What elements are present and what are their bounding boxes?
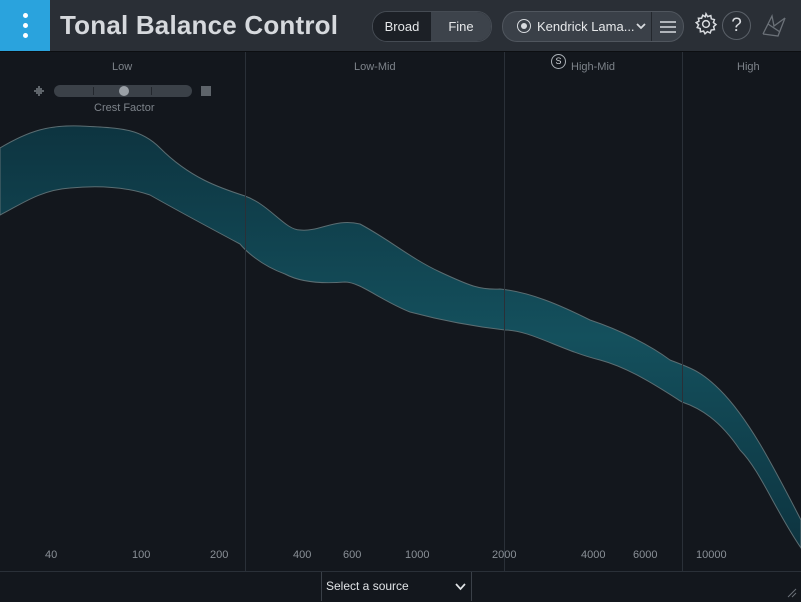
app-title: Tonal Balance Control (60, 10, 339, 40)
preset-name: Kendrick Lama... (537, 19, 635, 34)
view-mode-toggle[interactable]: Broad Fine (372, 11, 492, 42)
source-select-label: Select a source (326, 579, 409, 593)
target-icon (517, 19, 531, 33)
band-divider-lowmid-highmid[interactable] (504, 52, 505, 571)
band-label-high: High (737, 61, 760, 73)
source-select[interactable]: Select a source (321, 572, 472, 601)
freq-tick: 4000 (581, 549, 606, 561)
header-bar: Tonal Balance Control Broad Fine Kendric… (0, 0, 801, 52)
broad-button[interactable]: Broad (373, 12, 431, 41)
crest-factor-handle[interactable] (119, 86, 129, 96)
solo-icon[interactable]: S (551, 54, 566, 69)
izotope-logo-icon (762, 14, 786, 37)
freq-tick: 1000 (405, 549, 430, 561)
help-button[interactable]: ? (722, 11, 751, 40)
band-divider-low-lowmid[interactable] (245, 52, 246, 571)
chevron-down-icon (455, 583, 466, 591)
resize-grip-icon[interactable] (785, 586, 797, 598)
crest-factor-tick (151, 87, 152, 95)
freq-tick: 2000 (492, 549, 517, 561)
crest-factor-label: Crest Factor (94, 102, 155, 114)
crest-factor-tick (93, 87, 94, 95)
preset-divider (651, 12, 652, 41)
freq-tick: 100 (132, 549, 151, 561)
app-menu-button[interactable] (0, 0, 50, 51)
band-divider-highmid-high[interactable] (682, 52, 683, 571)
freq-tick: 10000 (696, 549, 727, 561)
hamburger-menu-icon[interactable] (659, 20, 677, 34)
band-label-low: Low (112, 61, 133, 73)
band-label-high-mid: High-Mid (571, 61, 616, 73)
freq-tick: 400 (293, 549, 312, 561)
chevron-down-icon[interactable] (635, 20, 647, 32)
gear-icon[interactable] (694, 12, 718, 36)
freq-tick: 40 (45, 549, 58, 561)
freq-tick: 200 (210, 549, 229, 561)
tonal-balance-graph[interactable]: Low Low-Mid S High-Mid High Crest Factor… (0, 52, 801, 571)
target-preset-selector[interactable]: Kendrick Lama... (502, 11, 684, 42)
freq-tick: 600 (343, 549, 362, 561)
footer-bar: Select a source (0, 571, 801, 602)
target-range-band (0, 125, 801, 549)
high-crest-icon (201, 86, 211, 96)
freq-tick: 6000 (633, 549, 658, 561)
fine-button[interactable]: Fine (431, 12, 491, 41)
low-crest-icon (34, 86, 44, 96)
band-label-low-mid: Low-Mid (354, 61, 396, 73)
